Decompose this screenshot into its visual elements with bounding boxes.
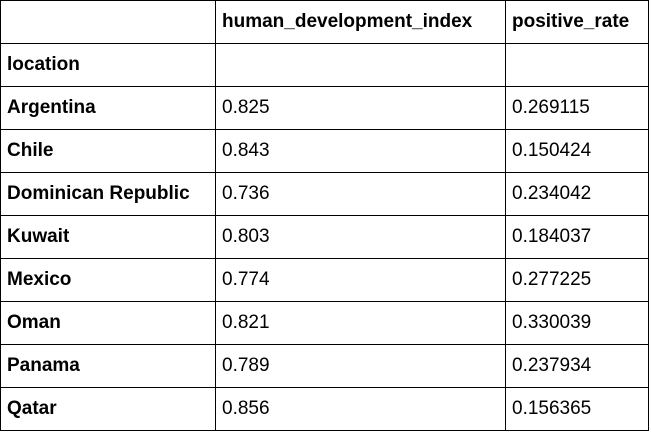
positive-rate-cell: 0.156365 [505, 387, 649, 431]
table-row: Qatar 0.856 0.156365 [0, 387, 649, 431]
positive-rate-cell: 0.184037 [505, 215, 649, 259]
hdi-cell: 0.843 [215, 129, 506, 173]
hdi-cell: 0.803 [215, 215, 506, 259]
table-row: Dominican Republic 0.736 0.234042 [0, 172, 649, 216]
column-header-row: human_development_index positive_rate [0, 0, 649, 44]
hdi-cell: 0.789 [215, 344, 506, 388]
hdi-cell: 0.736 [215, 172, 506, 216]
index-name-row: location [0, 43, 649, 87]
hdi-cell: 0.856 [215, 387, 506, 431]
table-row: Argentina 0.825 0.269115 [0, 86, 649, 130]
table-row: Oman 0.821 0.330039 [0, 301, 649, 345]
positive-rate-cell: 0.277225 [505, 258, 649, 302]
empty-cell [215, 43, 506, 87]
positive-rate-cell: 0.234042 [505, 172, 649, 216]
table-row: Chile 0.843 0.150424 [0, 129, 649, 173]
hdi-cell: 0.825 [215, 86, 506, 130]
row-label: Panama [0, 344, 216, 388]
table-row: Kuwait 0.803 0.184037 [0, 215, 649, 259]
column-header-hdi: human_development_index [215, 0, 506, 44]
table-row: Mexico 0.774 0.277225 [0, 258, 649, 302]
positive-rate-cell: 0.330039 [505, 301, 649, 345]
row-label: Argentina [0, 86, 216, 130]
table-header: human_development_index positive_rate lo… [0, 0, 649, 87]
row-label: Chile [0, 129, 216, 173]
row-label: Oman [0, 301, 216, 345]
column-header-positive-rate: positive_rate [505, 0, 649, 44]
hdi-cell: 0.821 [215, 301, 506, 345]
positive-rate-cell: 0.150424 [505, 129, 649, 173]
positive-rate-cell: 0.269115 [505, 86, 649, 130]
row-label: Qatar [0, 387, 216, 431]
table-body: Argentina 0.825 0.269115 Chile 0.843 0.1… [0, 86, 649, 431]
positive-rate-cell: 0.237934 [505, 344, 649, 388]
table-row: Panama 0.789 0.237934 [0, 344, 649, 388]
empty-cell [505, 43, 649, 87]
corner-cell [0, 0, 216, 44]
hdi-cell: 0.774 [215, 258, 506, 302]
row-label: Dominican Republic [0, 172, 216, 216]
row-label: Kuwait [0, 215, 216, 259]
index-name-cell: location [0, 43, 216, 87]
row-label: Mexico [0, 258, 216, 302]
